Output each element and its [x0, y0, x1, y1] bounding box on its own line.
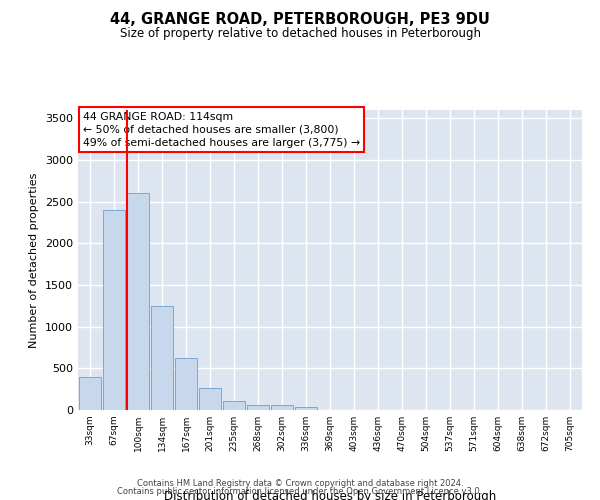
Bar	[247, 405, 269, 410]
X-axis label: Distribution of detached houses by size in Peterborough: Distribution of detached houses by size …	[164, 490, 496, 500]
Bar	[223, 401, 245, 410]
Bar	[199, 388, 221, 410]
Bar	[79, 376, 101, 410]
Text: 44 GRANGE ROAD: 114sqm
← 50% of detached houses are smaller (3,800)
49% of semi-: 44 GRANGE ROAD: 114sqm ← 50% of detached…	[83, 112, 360, 148]
Bar	[103, 210, 125, 410]
Text: 44, GRANGE ROAD, PETERBOROUGH, PE3 9DU: 44, GRANGE ROAD, PETERBOROUGH, PE3 9DU	[110, 12, 490, 28]
Text: Size of property relative to detached houses in Peterborough: Size of property relative to detached ho…	[119, 28, 481, 40]
Text: Contains HM Land Registry data © Crown copyright and database right 2024.: Contains HM Land Registry data © Crown c…	[137, 478, 463, 488]
Text: Contains public sector information licensed under the Open Government Licence v3: Contains public sector information licen…	[118, 487, 482, 496]
Bar	[295, 406, 317, 410]
Bar	[271, 406, 293, 410]
Bar	[175, 358, 197, 410]
Bar	[151, 306, 173, 410]
Y-axis label: Number of detached properties: Number of detached properties	[29, 172, 40, 348]
Bar	[127, 194, 149, 410]
